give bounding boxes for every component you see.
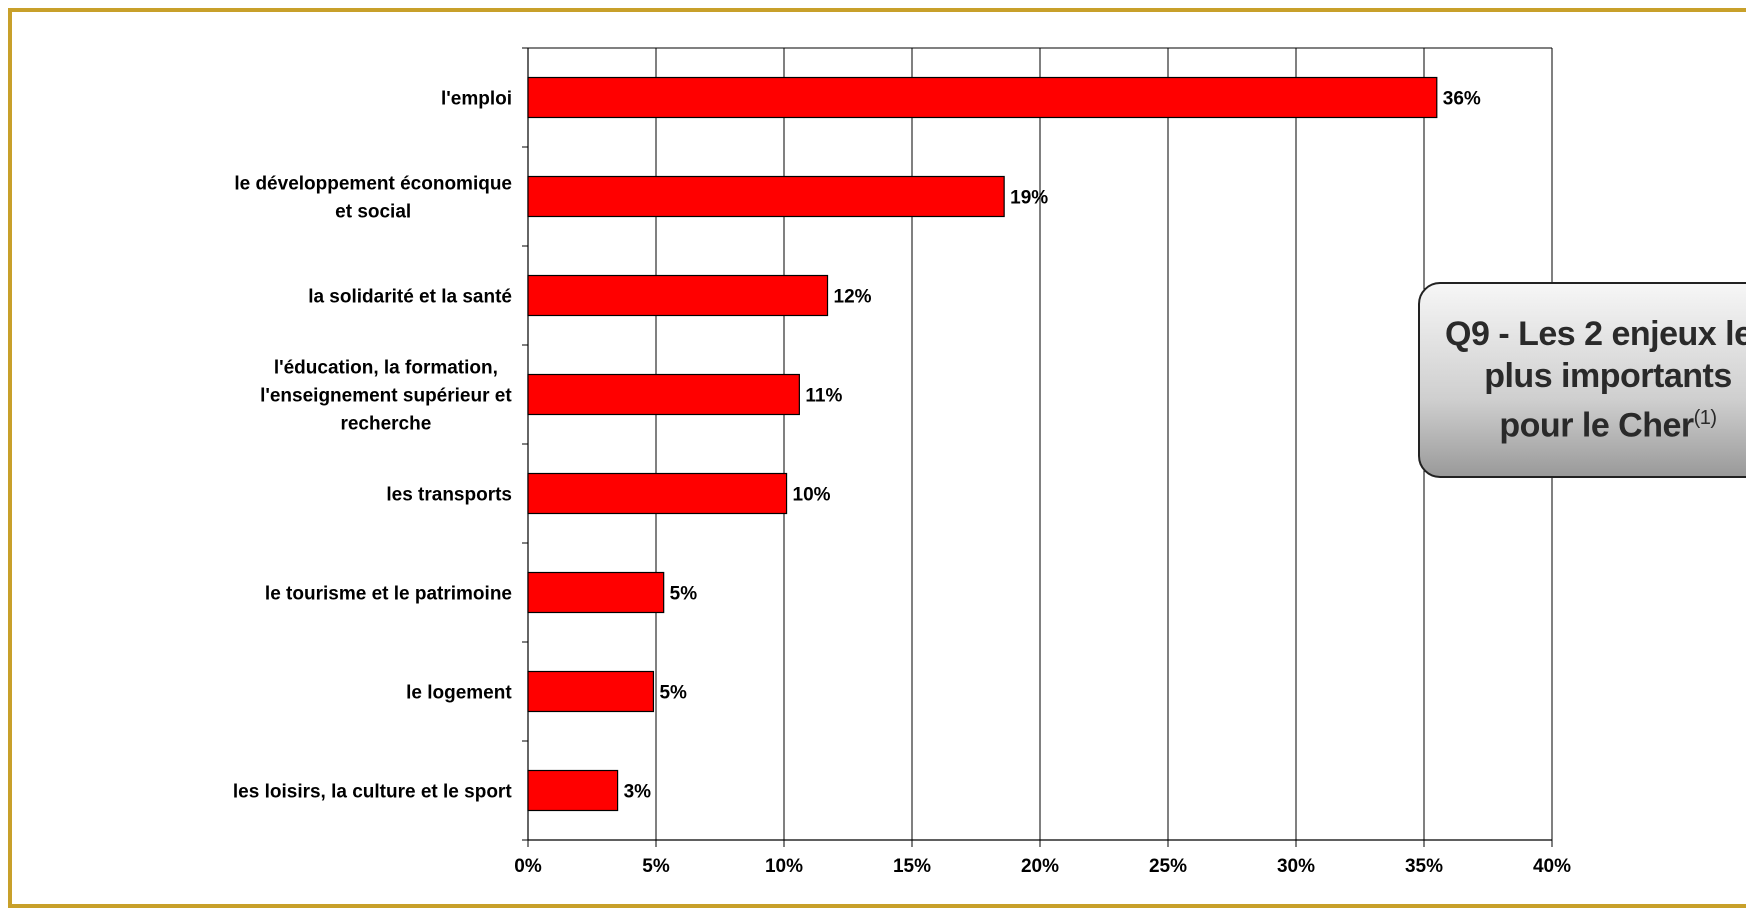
data-label: 19% <box>1010 188 1048 209</box>
category-label: l'éducation, la formation, l'enseignement… <box>260 358 512 435</box>
x-tick-label: 15% <box>893 856 931 877</box>
bar <box>527 769 619 812</box>
data-label: 36% <box>1443 89 1481 110</box>
x-tick-label: 35% <box>1405 856 1443 877</box>
category-label: le tourisme et le patrimoine <box>265 584 512 605</box>
bar <box>527 274 829 317</box>
x-tick-label: 25% <box>1149 856 1187 877</box>
bar <box>527 472 788 515</box>
chart-title-callout: Q9 - Les 2 enjeux les plus importants po… <box>1418 282 1746 478</box>
bar <box>527 571 665 614</box>
bar <box>527 175 1005 218</box>
data-label: 5% <box>670 584 698 605</box>
category-label: le logement <box>406 683 512 704</box>
category-label: l'emploi <box>441 89 512 110</box>
data-label: 5% <box>659 683 687 704</box>
data-label: 10% <box>793 485 831 506</box>
bar <box>527 373 800 416</box>
data-label: 3% <box>624 782 652 803</box>
x-tick-label: 40% <box>1533 856 1571 877</box>
x-tick-label: 5% <box>642 856 670 877</box>
bar <box>527 76 1438 119</box>
category-label: les transports <box>386 485 512 506</box>
x-tick-label: 10% <box>765 856 803 877</box>
x-tick-label: 0% <box>514 856 542 877</box>
bar <box>527 670 655 713</box>
category-label: le développement économique et social <box>234 174 512 223</box>
chart-title: Q9 - Les 2 enjeux les plus importants po… <box>1445 315 1746 445</box>
x-tick-label: 30% <box>1277 856 1315 877</box>
category-label: les loisirs, la culture et le sport <box>233 782 512 803</box>
category-label: la solidarité et la santé <box>308 287 512 308</box>
data-label: 12% <box>834 287 872 308</box>
x-tick-label: 20% <box>1021 856 1059 877</box>
data-label: 11% <box>805 386 842 407</box>
chart-title-footnote: (1) <box>1693 407 1717 430</box>
